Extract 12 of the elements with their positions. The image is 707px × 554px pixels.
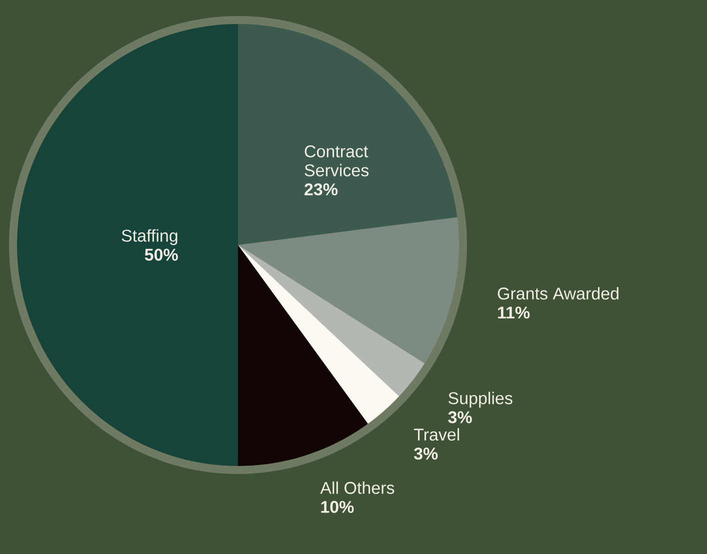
slice-label: Staffing xyxy=(122,229,178,246)
data-label: 11% xyxy=(498,306,530,319)
slice-label: Grants Awarded xyxy=(498,287,618,300)
slice-label: All Others xyxy=(320,481,394,494)
data-label: 3% xyxy=(414,448,438,460)
slice-label: Supplies xyxy=(448,392,512,408)
slice-label: Travel xyxy=(414,428,460,441)
data-label: 50% xyxy=(144,248,178,261)
slice-label: Contract Services xyxy=(304,145,369,176)
data-label: 23% xyxy=(304,183,338,196)
data-label: 10% xyxy=(321,500,354,513)
data-label: 3% xyxy=(448,411,472,424)
